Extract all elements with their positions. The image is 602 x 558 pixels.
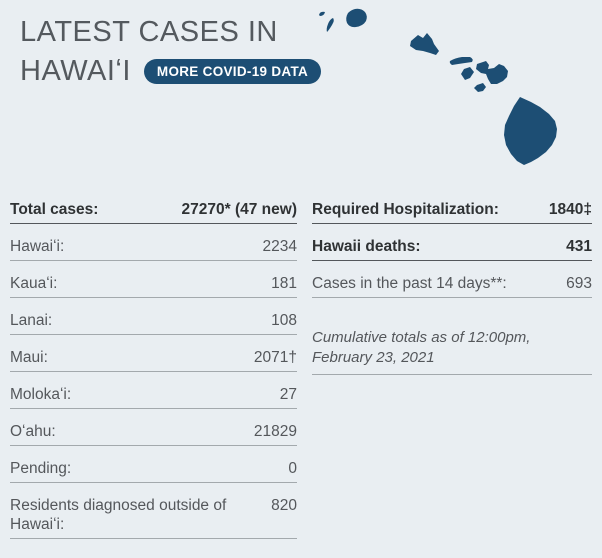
row-value: 21829 — [253, 423, 297, 440]
table-row: Total cases: 27270* (47 new) — [10, 200, 297, 224]
row-value: 108 — [271, 312, 297, 329]
statewide-stats-table: Required Hospitalization: 1840‡ Hawaii dea… — [312, 200, 592, 375]
table-row: Pending: 0 — [10, 459, 297, 483]
kahoolawe-island — [474, 83, 486, 92]
page-title-line2: HAWAIʻI — [20, 55, 131, 87]
row-value: 2071† — [253, 349, 297, 366]
row-value: 1840‡ — [548, 201, 592, 218]
row-value: 0 — [288, 460, 297, 477]
lanai-island — [461, 67, 474, 80]
table-row: Residents diagnosed outside of Hawaiʻi: 8… — [10, 496, 297, 539]
hawaii-island — [504, 97, 557, 165]
molokai-island — [449, 57, 473, 65]
kauai-island — [346, 8, 367, 28]
row-value: 27 — [279, 386, 297, 403]
table-row: Hawaiʻi: 2234 — [10, 237, 297, 261]
row-value: 693 — [566, 275, 592, 292]
page-title: LATEST CASES IN HAWAIʻI MORE COVID-19 DA… — [20, 13, 322, 91]
row-label: Maui: — [10, 349, 48, 366]
row-label: Total cases: — [10, 201, 99, 218]
table-row: Kauaʻi: 181 — [10, 274, 297, 298]
row-value: 2234 — [262, 238, 297, 255]
row-label: Residents diagnosed outside of Hawaiʻi: — [10, 497, 227, 533]
table-row: Molokaʻi: 27 — [10, 385, 297, 409]
table-row: Maui: 2071† — [10, 348, 297, 372]
row-label: Lanai: — [10, 312, 53, 329]
maui-island — [476, 61, 508, 84]
niihau-island — [326, 18, 334, 32]
table-row: Lanai: 108 — [10, 311, 297, 335]
cumulative-totals-note: Cumulative totals as of 12:00pm, Februar… — [312, 328, 592, 375]
more-covid-data-button[interactable]: MORE COVID-19 DATA — [143, 58, 322, 85]
table-row: Required Hospitalization: 1840‡ — [312, 200, 592, 224]
row-value: 820 — [271, 497, 297, 514]
row-label: Hawaii deaths: — [312, 238, 421, 255]
row-label: Cases in the past 14 days**: — [312, 275, 507, 292]
row-label: Kauaʻi: — [10, 275, 58, 292]
oahu-island — [410, 33, 439, 55]
row-label: Molokaʻi: — [10, 386, 72, 403]
row-label: Hawaiʻi: — [10, 238, 65, 255]
lehua-island — [319, 11, 325, 16]
table-row: Hawaii deaths: 431 — [312, 237, 592, 261]
cases-by-island-table: Total cases: 27270* (47 new) Hawaiʻi: 2234 K… — [10, 200, 297, 539]
row-label: Pending: — [10, 460, 72, 477]
row-value: 181 — [271, 275, 297, 292]
table-row: Cases in the past 14 days**: 693 — [312, 274, 592, 298]
row-value: 431 — [566, 238, 592, 255]
row-label: Required Hospitalization: — [312, 201, 499, 218]
row-label: Oʻahu: — [10, 423, 56, 440]
page-title-line1: LATEST CASES IN — [20, 16, 278, 48]
table-row: Oʻahu: 21829 — [10, 422, 297, 446]
row-value: 27270* (47 new) — [181, 201, 297, 218]
hawaiian-islands-map — [319, 8, 557, 165]
